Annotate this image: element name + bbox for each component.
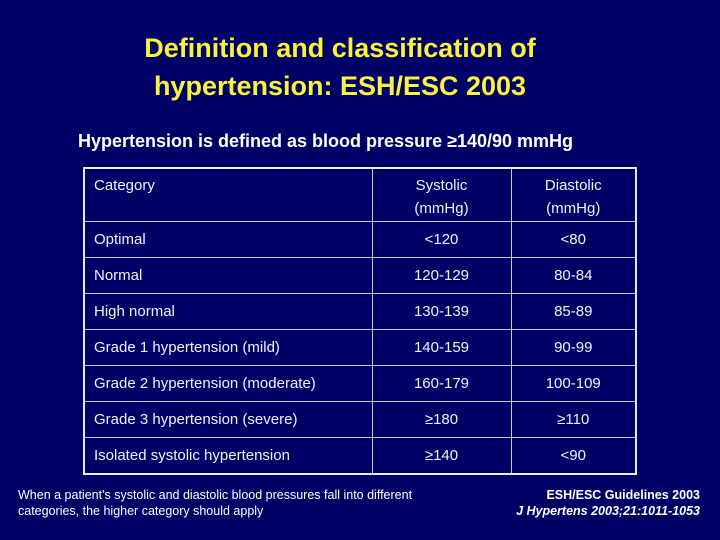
cell-diastolic: 90-99 [510,329,637,366]
table-row: Grade 1 hypertension (mild) 140-159 90-9… [83,329,637,366]
cell-diastolic: ≥110 [510,401,637,438]
cell-diastolic: 85-89 [510,293,637,330]
cell-category: Grade 3 hypertension (severe) [83,401,373,438]
citation-source: ESH/ESC Guidelines 2003 [546,488,700,502]
cell-category: Normal [83,257,373,294]
cell-systolic: 160-179 [371,365,512,402]
table-row: Grade 3 hypertension (severe) ≥180 ≥110 [83,401,637,438]
slide-title: Definition and classification of hyperte… [0,29,680,105]
cell-category: Grade 2 hypertension (moderate) [83,365,373,402]
cell-systolic: <120 [371,221,512,258]
cell-category: Isolated systolic hypertension [83,437,373,474]
header-systolic: Systolic (mmHg) [371,167,512,222]
cell-category: Optimal [83,221,373,258]
slide-title-line2: hypertension: ESH/ESC 2003 [153,71,527,101]
cell-systolic: 130-139 [371,293,512,330]
cell-systolic: ≥180 [371,401,512,438]
cell-diastolic: 80-84 [510,257,637,294]
header-category-label: Category [94,177,155,194]
table-row: Normal 120-129 80-84 [83,257,637,294]
citation: ESH/ESC Guidelines 2003 J Hypertens 2003… [516,487,700,519]
bp-classification-table: Category Systolic (mmHg) Diastolic (mmHg… [83,167,637,475]
citation-journal: J Hypertens 2003;21:1011-1053 [516,504,700,518]
header-systolic-unit: (mmHg) [414,200,469,217]
table-row: High normal 130-139 85-89 [83,293,637,330]
slide-subtitle: Hypertension is defined as blood pressur… [78,131,574,151]
cell-diastolic: <90 [510,437,637,474]
cell-diastolic: 100-109 [510,365,637,402]
header-category: Category [83,167,373,222]
cell-systolic: 140-159 [371,329,512,366]
table-row: Isolated systolic hypertension ≥140 <90 [83,437,637,474]
cell-systolic: ≥140 [371,437,512,474]
header-diastolic-unit: (mmHg) [546,200,601,217]
header-diastolic-label: Diastolic [544,177,602,194]
cell-category: Grade 1 hypertension (mild) [83,329,373,366]
cell-diastolic: <80 [510,221,637,258]
table-row: Optimal <120 <80 [83,221,637,258]
header-systolic-label: Systolic [415,177,468,194]
slide-title-line1: Definition and classification of [144,33,536,63]
table-header-row: Category Systolic (mmHg) Diastolic (mmHg… [83,167,637,222]
header-diastolic: Diastolic (mmHg) [510,167,637,222]
table-row: Grade 2 hypertension (moderate) 160-179 … [83,365,637,402]
footnote: When a patient's systolic and diastolic … [18,488,413,518]
cell-category: High normal [83,293,373,330]
cell-systolic: 120-129 [371,257,512,294]
